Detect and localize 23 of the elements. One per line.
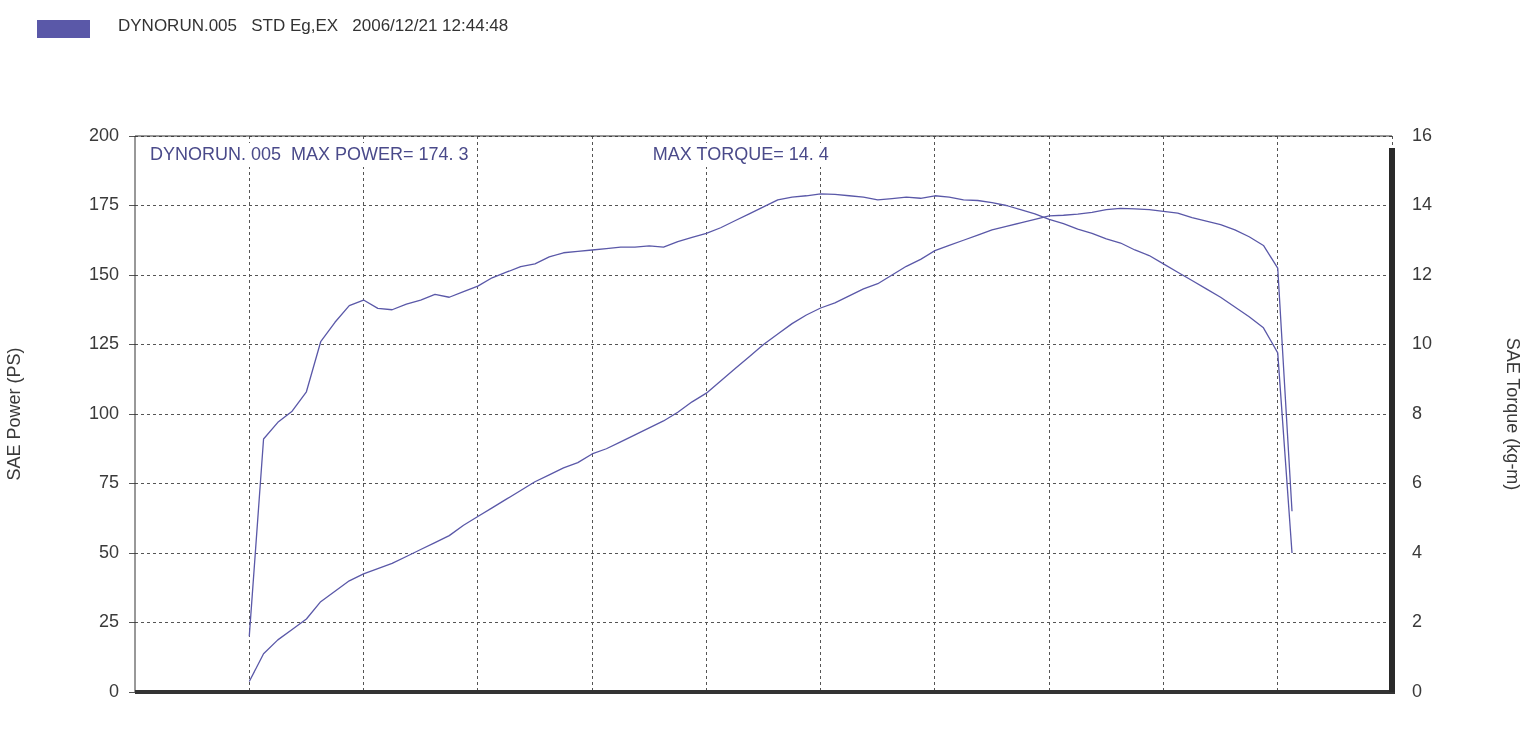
y-tick-label: 200 (88, 124, 119, 145)
y-tick-label: 150 (88, 263, 119, 284)
y-tick-label: 175 (88, 194, 119, 215)
y-axis-title: SAE Power (PS) (3, 347, 24, 481)
y-tick-label: 100 (88, 402, 119, 423)
y-tick-label: 0 (108, 680, 119, 701)
y2-axis-title: SAE Torque (kg-m) (1503, 337, 1524, 491)
chart-title: DYNORUN.005 STD Eg,EX 2006/12/21 12:44:48 (118, 16, 509, 36)
annotation: DYNORUN. 005 MAX POWER= 174. 3 (150, 143, 469, 164)
y2-tick-label: 0 (1412, 680, 1423, 701)
y2-tick-label: 14 (1412, 194, 1433, 215)
y2-tick-label: 2 (1412, 611, 1423, 632)
y-tick-label: 50 (98, 541, 119, 562)
y2-tick-label: 10 (1412, 333, 1433, 354)
y-tick-label: 75 (98, 472, 119, 493)
y2-tick-label: 12 (1412, 263, 1433, 284)
y2-tick-label: 6 (1412, 472, 1423, 493)
y-tick-label: 125 (88, 333, 119, 354)
y-tick-label: 25 (98, 611, 119, 632)
y2-tick-label: 16 (1412, 124, 1433, 145)
annotation: MAX TORQUE= 14. 4 (652, 143, 829, 164)
y2-tick-label: 4 (1412, 541, 1423, 562)
y2-tick-label: 8 (1412, 402, 1423, 423)
